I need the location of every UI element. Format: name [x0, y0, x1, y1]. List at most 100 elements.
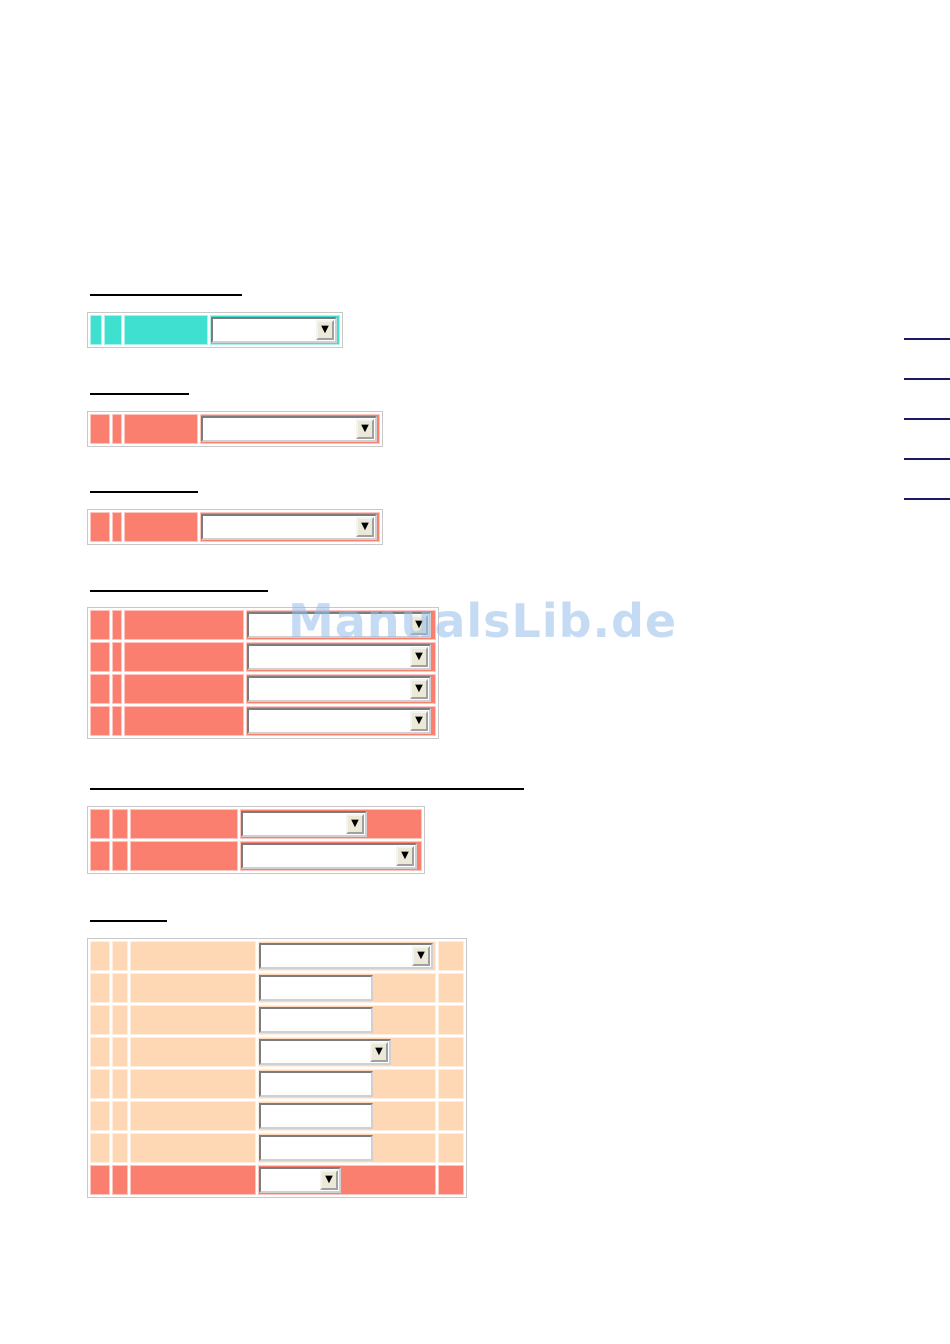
section-heading-link[interactable] — [90, 788, 524, 790]
setting-text-field[interactable] — [259, 1103, 373, 1129]
row-marker-cell — [112, 674, 122, 704]
control-cell: ▼ — [246, 674, 436, 704]
section-heading-link[interactable] — [90, 393, 189, 395]
setting-dropdown[interactable]: ▼ — [211, 317, 337, 343]
setting-dropdown[interactable]: ▼ — [241, 811, 367, 837]
dropdown-arrow-icon[interactable]: ▼ — [410, 615, 428, 635]
setting-text-field[interactable] — [259, 975, 373, 1001]
table-row: ▼ — [90, 1037, 464, 1067]
setting-dropdown[interactable]: ▼ — [247, 708, 431, 734]
setting-dropdown[interactable]: ▼ — [241, 843, 417, 869]
setting-label — [130, 1101, 256, 1131]
control-cell: ▼ — [258, 1165, 436, 1195]
dropdown-arrow-icon[interactable]: ▼ — [356, 419, 374, 439]
table-row: ▼ — [90, 315, 340, 345]
control-cell: ▼ — [246, 642, 436, 672]
control-cell: ▼ — [240, 841, 422, 871]
section-heading-link[interactable] — [90, 590, 268, 592]
side-nav-link[interactable] — [904, 458, 950, 460]
setting-dropdown[interactable]: ▼ — [201, 416, 377, 442]
control-cell: ▼ — [200, 512, 380, 542]
section-heading-link[interactable] — [90, 920, 167, 922]
setting-dropdown[interactable]: ▼ — [259, 1167, 341, 1193]
row-marker-cell — [90, 841, 110, 871]
control-cell: ▼ — [210, 315, 340, 345]
row-marker-cell — [112, 1037, 128, 1067]
row-marker-cell — [112, 1133, 128, 1163]
setting-label — [124, 610, 244, 640]
setting-label — [130, 841, 238, 871]
row-marker-cell — [112, 809, 128, 839]
setting-label — [124, 414, 198, 444]
control-cell: ▼ — [200, 414, 380, 444]
dropdown-arrow-icon[interactable]: ▼ — [346, 814, 364, 834]
table-row: ▼ — [90, 674, 436, 704]
setting-dropdown[interactable]: ▼ — [247, 612, 431, 638]
table-row — [90, 1069, 464, 1099]
row-marker-cell — [90, 1101, 110, 1131]
table-row — [90, 1005, 464, 1035]
side-nav-link[interactable] — [904, 338, 950, 340]
setting-text-field[interactable] — [259, 1007, 373, 1033]
control-cell: ▼ — [258, 1037, 436, 1067]
dropdown-arrow-icon[interactable]: ▼ — [356, 517, 374, 537]
control-cell: ▼ — [258, 941, 436, 971]
row-marker-cell — [90, 809, 110, 839]
setting-label — [130, 973, 256, 1003]
settings-table-2: ▼ — [87, 411, 383, 447]
control-cell: ▼ — [240, 809, 422, 839]
row-marker-cell — [112, 610, 122, 640]
table-row: ▼ — [90, 841, 422, 871]
control-cell: ▼ — [246, 610, 436, 640]
dropdown-arrow-icon[interactable]: ▼ — [412, 946, 430, 966]
row-marker-cell — [112, 1069, 128, 1099]
table-row — [90, 1133, 464, 1163]
row-marker-cell — [112, 414, 122, 444]
row-marker-cell — [112, 1005, 128, 1035]
dropdown-arrow-icon[interactable]: ▼ — [370, 1042, 388, 1062]
row-marker-cell — [112, 512, 122, 542]
setting-label — [130, 1037, 256, 1067]
section-heading-link[interactable] — [90, 491, 198, 493]
dropdown-arrow-icon[interactable]: ▼ — [410, 711, 428, 731]
setting-text-field[interactable] — [259, 1135, 373, 1161]
setting-label — [130, 941, 256, 971]
row-marker-cell — [112, 941, 128, 971]
section-heading-link[interactable] — [90, 294, 242, 296]
dropdown-arrow-icon[interactable]: ▼ — [316, 320, 334, 340]
row-marker-cell — [90, 512, 110, 542]
settings-table-4: ▼ ▼ ▼ ▼ — [87, 607, 439, 739]
setting-dropdown[interactable]: ▼ — [259, 943, 433, 969]
row-end-cell — [438, 1005, 464, 1035]
row-marker-cell — [90, 1069, 110, 1099]
table-row: ▼ — [90, 642, 436, 672]
row-marker-cell — [90, 642, 110, 672]
side-nav-link[interactable] — [904, 418, 950, 420]
setting-label — [130, 809, 238, 839]
settings-table-6: ▼ ▼ — [87, 938, 467, 1198]
row-marker-cell — [90, 1165, 110, 1195]
settings-table-5: ▼ ▼ — [87, 806, 425, 874]
row-marker-cell — [90, 1005, 110, 1035]
table-row: ▼ — [90, 610, 436, 640]
row-marker-cell — [90, 414, 110, 444]
setting-dropdown[interactable]: ▼ — [247, 676, 431, 702]
row-marker-cell — [112, 973, 128, 1003]
dropdown-arrow-icon[interactable]: ▼ — [320, 1170, 338, 1190]
side-nav-link[interactable] — [904, 378, 950, 380]
row-end-cell — [438, 1101, 464, 1131]
setting-dropdown[interactable]: ▼ — [259, 1039, 391, 1065]
table-row: ▼ — [90, 414, 380, 444]
table-row — [90, 1101, 464, 1131]
dropdown-arrow-icon[interactable]: ▼ — [410, 679, 428, 699]
settings-table-1: ▼ — [87, 312, 343, 348]
row-end-cell — [438, 941, 464, 971]
setting-label — [130, 1165, 256, 1195]
dropdown-arrow-icon[interactable]: ▼ — [410, 647, 428, 667]
side-nav-link[interactable] — [904, 498, 950, 500]
row-end-cell — [438, 1037, 464, 1067]
setting-dropdown[interactable]: ▼ — [201, 514, 377, 540]
setting-text-field[interactable] — [259, 1071, 373, 1097]
setting-dropdown[interactable]: ▼ — [247, 644, 431, 670]
dropdown-arrow-icon[interactable]: ▼ — [396, 846, 414, 866]
